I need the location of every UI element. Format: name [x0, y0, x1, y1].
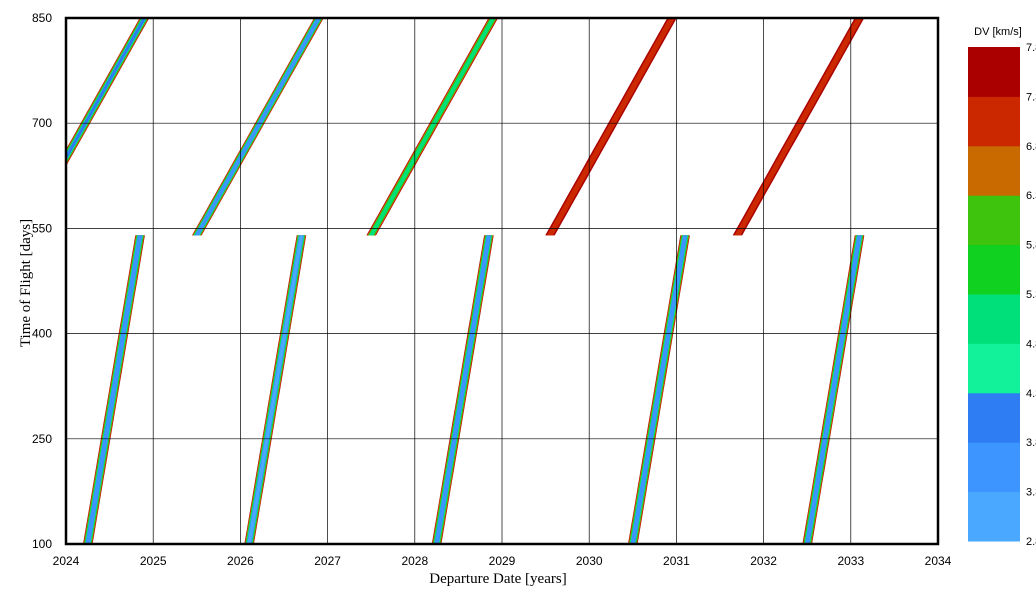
x-tick-label: 2029 — [489, 554, 516, 568]
y-tick-label: 850 — [32, 11, 52, 25]
x-tick-label: 2026 — [227, 554, 254, 568]
contour-band — [734, 18, 863, 236]
colorbar-title: DV [km/s] — [974, 26, 1022, 38]
x-tick-label: 2030 — [576, 554, 603, 568]
colorbar-segment — [968, 195, 1020, 246]
y-tick-label: 400 — [32, 327, 52, 341]
contour-band — [434, 235, 491, 544]
y-tick-label: 550 — [32, 221, 52, 235]
contour-band — [66, 18, 148, 165]
colorbar-label: 2.81 — [1026, 536, 1036, 548]
colorbar-label: 7.81 — [1026, 42, 1036, 54]
contour-band — [247, 235, 304, 544]
colorbar: 2.81 3.31 3.81 4.31 4.81 5.31 5.81 6.31 6.81 7.31… — [968, 42, 1036, 548]
y-tick-labels: 100 250 400 550 700 850 — [32, 11, 52, 551]
x-tick-label: 2034 — [925, 554, 952, 568]
colorbar-label: 6.31 — [1026, 190, 1036, 202]
x-tick-label: 2032 — [750, 554, 777, 568]
contour-band — [85, 235, 143, 544]
contour-band — [66, 18, 148, 164]
colorbar-segment — [968, 96, 1020, 147]
contour-band — [546, 18, 676, 236]
x-tick-label: 2033 — [837, 554, 864, 568]
contour-band — [66, 18, 149, 166]
colorbar-label: 4.31 — [1026, 388, 1036, 400]
y-axis-title: Time of Flight [days] — [18, 219, 34, 347]
x-tick-label: 2027 — [314, 554, 341, 568]
contour-band — [66, 18, 147, 162]
contour-band — [66, 18, 148, 163]
plot-frame — [64, 16, 940, 546]
contour-band — [369, 18, 496, 236]
colorbar-label: 5.31 — [1026, 289, 1036, 301]
contour-regions — [66, 18, 865, 544]
colorbar-segment — [968, 343, 1020, 394]
x-tick-label: 2028 — [401, 554, 428, 568]
colorbar-segment — [968, 244, 1020, 295]
colorbar-label: 5.81 — [1026, 240, 1036, 252]
x-axis-title: Departure Date [years] — [429, 571, 566, 587]
colorbar-segment — [968, 145, 1020, 196]
contour-band — [66, 18, 149, 165]
y-tick-label: 100 — [32, 537, 52, 551]
colorbar-segment — [968, 392, 1020, 443]
x-tick-labels: 2024 2025 2026 2027 2028 2029 2030 2031 2032 2033… — [53, 554, 952, 568]
y-tick-label: 700 — [32, 116, 52, 130]
x-tick-label: 2025 — [140, 554, 167, 568]
contour-band — [195, 18, 321, 236]
colorbar-segment — [968, 47, 1020, 97]
colorbar-label: 3.31 — [1026, 487, 1036, 499]
contour-band — [66, 18, 147, 162]
colorbar-label: 7.31 — [1026, 91, 1036, 103]
colorbar-segment — [968, 442, 1020, 493]
colorbar-segment — [968, 294, 1020, 344]
colorbar-segment — [968, 491, 1020, 542]
colorbar-label: 6.81 — [1026, 141, 1036, 153]
colorbar-label: 4.81 — [1026, 338, 1036, 350]
x-tick-label: 2031 — [663, 554, 690, 568]
contour-band — [805, 235, 862, 544]
y-tick-label: 250 — [32, 432, 52, 446]
contour-band — [631, 235, 687, 544]
x-tick-label: 2024 — [53, 554, 80, 568]
colorbar-label: 3.81 — [1026, 437, 1036, 449]
